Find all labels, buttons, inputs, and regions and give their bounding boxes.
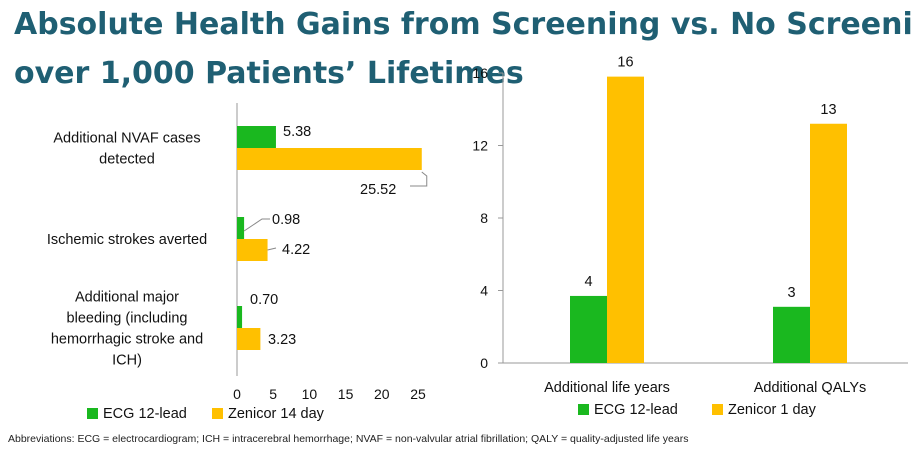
left-x-tick-label: 20: [374, 386, 390, 402]
right-data-label: 4: [584, 274, 592, 290]
left-data-label: 0.98: [272, 212, 300, 228]
left-x-tick-label: 5: [269, 386, 277, 402]
right-legend-label: ECG 12-lead: [594, 402, 678, 418]
right-bar-zenicor-14-day: [607, 76, 644, 363]
left-bar-ecg-12-lead: [237, 306, 243, 328]
left-legend-swatch-ecg-12-lead: [87, 408, 98, 419]
left-x-tick-label: 15: [338, 386, 354, 402]
left-x-tick-label: 25: [410, 386, 426, 402]
right-data-label: 13: [820, 102, 836, 118]
right-y-tick-label: 12: [472, 138, 488, 154]
left-bar-zenicor-14-day: [237, 148, 422, 170]
left-data-label: 4.22: [282, 242, 310, 258]
left-leader-line: [267, 247, 277, 251]
left-data-label: 5.38: [283, 124, 311, 140]
left-data-label: 25.52: [360, 182, 396, 198]
left-bar-ecg-12-lead: [237, 126, 276, 148]
right-bar-zenicor-14-day: [810, 123, 847, 363]
right-y-tick-label: 0: [480, 355, 488, 371]
right-bar-ecg-12-lead: [570, 295, 607, 363]
left-category-label: Ischemic strokes averted: [47, 232, 207, 248]
right-category-label: Additional life years: [544, 380, 670, 396]
left-leader-line: [243, 218, 270, 232]
right-legend-swatch-zenicor-14-day: [712, 404, 723, 415]
left-data-label: 0.70: [250, 292, 278, 308]
left-bar-ecg-12-lead: [237, 217, 245, 239]
right-y-tick-label: 16: [472, 65, 488, 81]
left-legend-swatch-zenicor-14-day: [212, 408, 223, 419]
left-leader-line: [410, 171, 428, 187]
right-category-label: Additional QALYs: [754, 380, 867, 396]
right-bar-ecg-12-lead: [773, 306, 810, 363]
slide-title: Absolute Health Gains from Screening vs.…: [14, 0, 913, 98]
right-legend-label: Zenicor 1 day: [728, 402, 817, 418]
left-x-tick-label: 10: [302, 386, 318, 402]
left-legend-label: Zenicor 14 day: [228, 406, 325, 422]
title-line-1: Absolute Health Gains from Screening vs.…: [14, 7, 913, 42]
left-category-label: Additional NVAF cases detected: [53, 131, 200, 168]
left-bar-zenicor-14-day: [237, 239, 268, 261]
right-data-label: 3: [787, 285, 795, 301]
left-bar-zenicor-14-day: [237, 328, 261, 350]
right-y-tick-label: 4: [480, 283, 488, 299]
left-data-label: 3.23: [268, 332, 296, 348]
left-category-label: Additional major bleeding (including hemor…: [51, 290, 203, 369]
right-y-tick-label: 8: [480, 210, 488, 226]
right-data-label: 16: [617, 55, 633, 71]
left-x-tick-label: 0: [233, 386, 241, 402]
title-line-2: over 1,000 Patients’ Lifetimes: [14, 56, 524, 91]
right-legend-swatch-ecg-12-lead: [578, 404, 589, 415]
left-legend-label: ECG 12-lead: [103, 406, 187, 422]
footnote: Abbreviations: ECG = electrocardiogram; …: [8, 433, 689, 445]
